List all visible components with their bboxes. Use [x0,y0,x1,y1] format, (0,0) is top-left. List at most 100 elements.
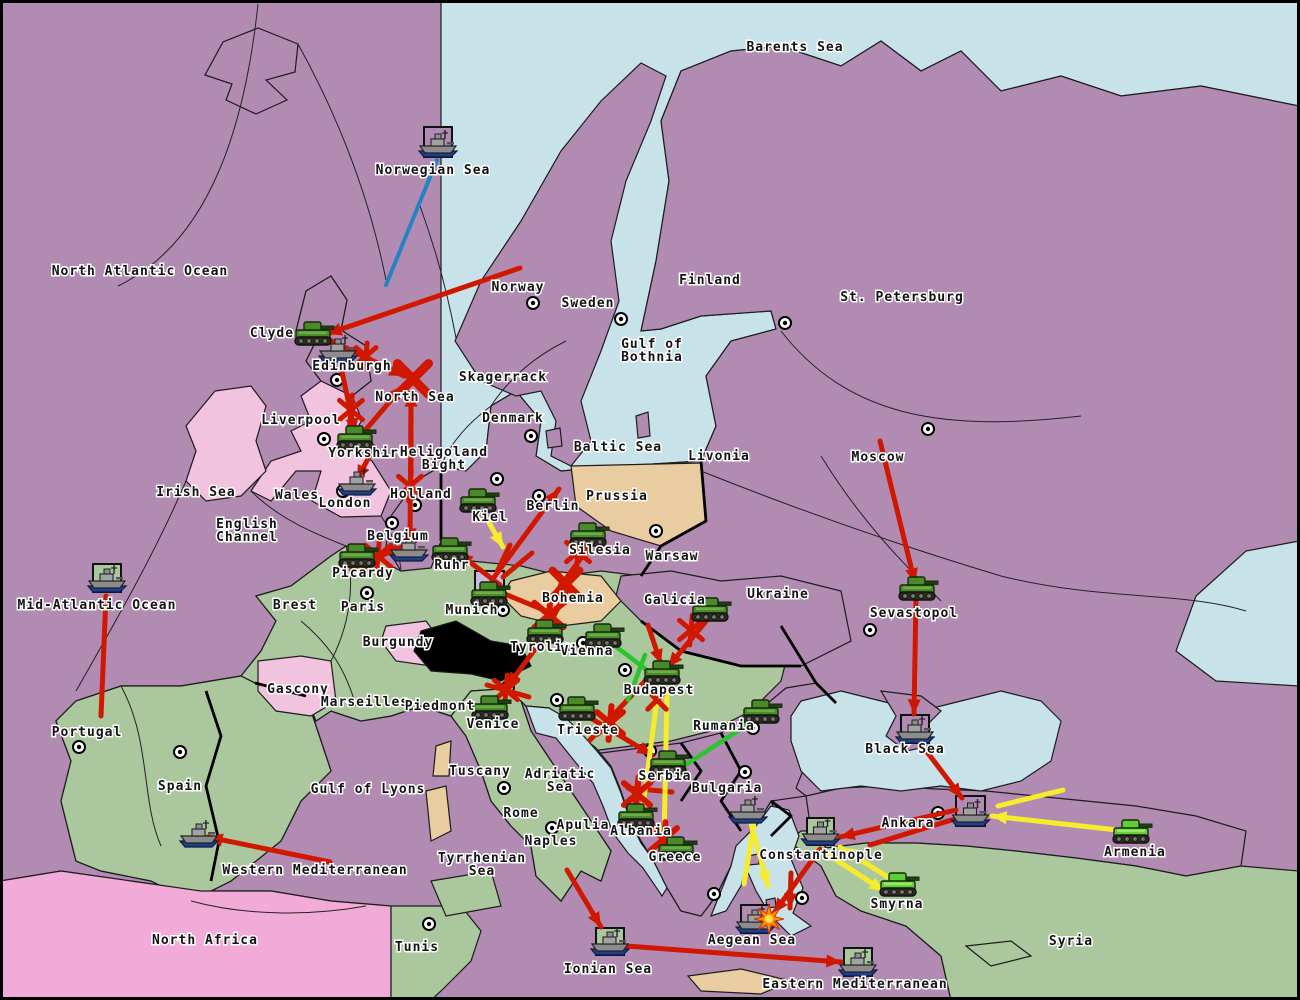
army-unit-albania[interactable] [617,803,658,828]
army-unit-serbia[interactable] [649,750,690,775]
province-region-scandinavia[interactable] [454,62,667,467]
dislodged-fleet-unit-eastern-mediterranean[interactable] [837,949,879,977]
army-unit-ruhr[interactable] [431,537,472,562]
supply-center-dot-warsaw [649,524,663,538]
region-label-adriatic-sea: Adriatic Sea [525,767,596,795]
army-unit-rumania[interactable] [742,699,783,724]
army-unit-smyrna[interactable] [879,872,920,897]
province-region-italy[interactable] [450,688,612,902]
fleet-unit-london[interactable] [336,468,378,496]
order-arrow-yellow [821,849,887,894]
fleet-unit-edinburgh[interactable] [317,335,359,363]
sea-adriatic[interactable] [525,705,668,898]
army-unit-yorkshire[interactable] [336,425,377,450]
army-unit-armenia[interactable] [1112,819,1153,844]
province-region-iberia[interactable] [55,675,332,902]
region-label-greece: Greece [649,850,702,865]
supply-center-dot-sweden [614,312,628,326]
order-arrow-red [783,870,797,911]
region-label-syria: Syria [1049,934,1093,949]
region-label-livonia: Livonia [688,449,750,464]
army-unit-venice[interactable] [471,695,512,720]
fleet-unit-belgium[interactable] [388,534,430,562]
region-label-london: London [319,496,372,511]
sea-boundary-channel-2 [380,515,402,570]
region-label-skagerrack: Skagerrack [459,370,547,385]
sea-boundary-mao [75,480,187,692]
region-label-moscow: Moscow [852,450,905,465]
region-label-armenia: Armenia [1104,845,1166,860]
failed-order-x-mark [337,392,365,428]
region-label-piedmont: Piedmont [405,699,476,714]
order-arrow-yellow [741,820,757,887]
fleet-unit-bulgaria-south-coast[interactable] [727,796,769,824]
army-unit-sevastopol[interactable] [898,576,939,601]
region-label-budapest: Budapest [624,683,695,698]
order-arrow-green [625,652,648,703]
island-cyprus [964,940,1033,967]
order-arrow-yellow [995,787,1066,809]
sea-boundary-skagerrack [490,340,567,407]
region-label-ukraine: Ukraine [747,587,809,602]
army-unit-clyde[interactable] [294,321,335,346]
province-north-africa[interactable] [0,870,392,1000]
army-unit-silesia[interactable] [569,522,610,547]
region-label-tunis: Tunis [395,940,439,955]
region-label-north-sea: North Sea [375,390,454,405]
region-label-sweden: Sweden [562,296,615,311]
region-label-burgundy: Burgundy [363,635,434,650]
dislodged-fleet-unit-ankara[interactable] [950,799,991,827]
region-label-venice: Venice [467,717,520,732]
region-label-sevastopol: Sevastopol [870,606,958,621]
sea-aegean[interactable] [709,805,813,937]
region-label-silesia: Silesia [569,543,631,558]
province-gascony[interactable] [257,655,337,717]
island-crete [686,968,793,995]
region-label-finland: Finland [679,273,741,288]
army-unit-kiel[interactable] [459,488,500,513]
supply-center-dot-norway [526,296,540,310]
supply-center-dot-budapest [618,663,632,677]
army-unit-munich[interactable] [470,581,511,606]
army-unit-trieste[interactable] [558,696,599,721]
island-sicily[interactable] [430,870,502,917]
island-sardinia [425,785,452,842]
region-label-brest: Brest [273,598,317,613]
region-label-holland: Holland [390,487,452,502]
region-label-bohemia: Bohemia [542,591,604,606]
order-arrow-yellow [478,506,506,550]
army-unit-vienna[interactable] [584,623,625,648]
order-arrow-red [98,593,112,719]
dislodged-fleet-unit-ionian-sea[interactable] [589,928,631,956]
border-germany-east [639,460,708,577]
army-unit-budapest[interactable] [643,660,684,685]
army-unit-picardy[interactable] [338,543,379,568]
supply-center-dot-berlin [532,489,546,503]
order-arrow-green [681,716,759,769]
army-unit-greece[interactable] [657,836,698,861]
region-label-norwegian-sea: Norwegian Sea [376,163,491,178]
supply-center-dot-liverpool [317,432,331,446]
order-arrow-red [623,943,844,968]
dislodged-fleet-unit-norwegian-sea[interactable] [417,130,459,158]
region-label-picardy: Picardy [332,566,394,581]
region-label-tyrolia: Tyrolia [510,640,572,655]
region-label-baltic-sea: Baltic Sea [574,440,662,455]
failed-order-x-mark [548,566,584,602]
region-label-kiel: Kiel [472,510,507,525]
border-rumania-russia [779,625,837,704]
region-label-north-africa: North Africa [152,933,258,948]
region-label-rumania: Rumania [693,719,755,734]
army-unit-tyrolia[interactable] [526,619,567,644]
region-label-st-petersburg: St. Petersburg [840,290,964,305]
dislodged-fleet-unit-black-sea[interactable] [894,716,936,744]
army-unit-galicia[interactable] [691,597,732,622]
dislodged-fleet-unit-mid-atlantic-ocean[interactable] [86,565,128,593]
region-label-edinburgh: Edinburgh [312,359,391,374]
region-label-bulgaria: Bulgaria [692,781,763,796]
province-ireland[interactable] [185,385,267,502]
dislodged-fleet-unit-constantinople[interactable] [800,818,841,846]
fleet-unit-spain-south-coast[interactable] [178,820,220,848]
